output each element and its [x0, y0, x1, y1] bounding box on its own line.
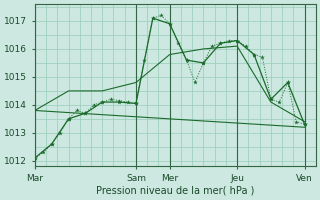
X-axis label: Pression niveau de la mer( hPa ): Pression niveau de la mer( hPa )	[96, 186, 254, 196]
